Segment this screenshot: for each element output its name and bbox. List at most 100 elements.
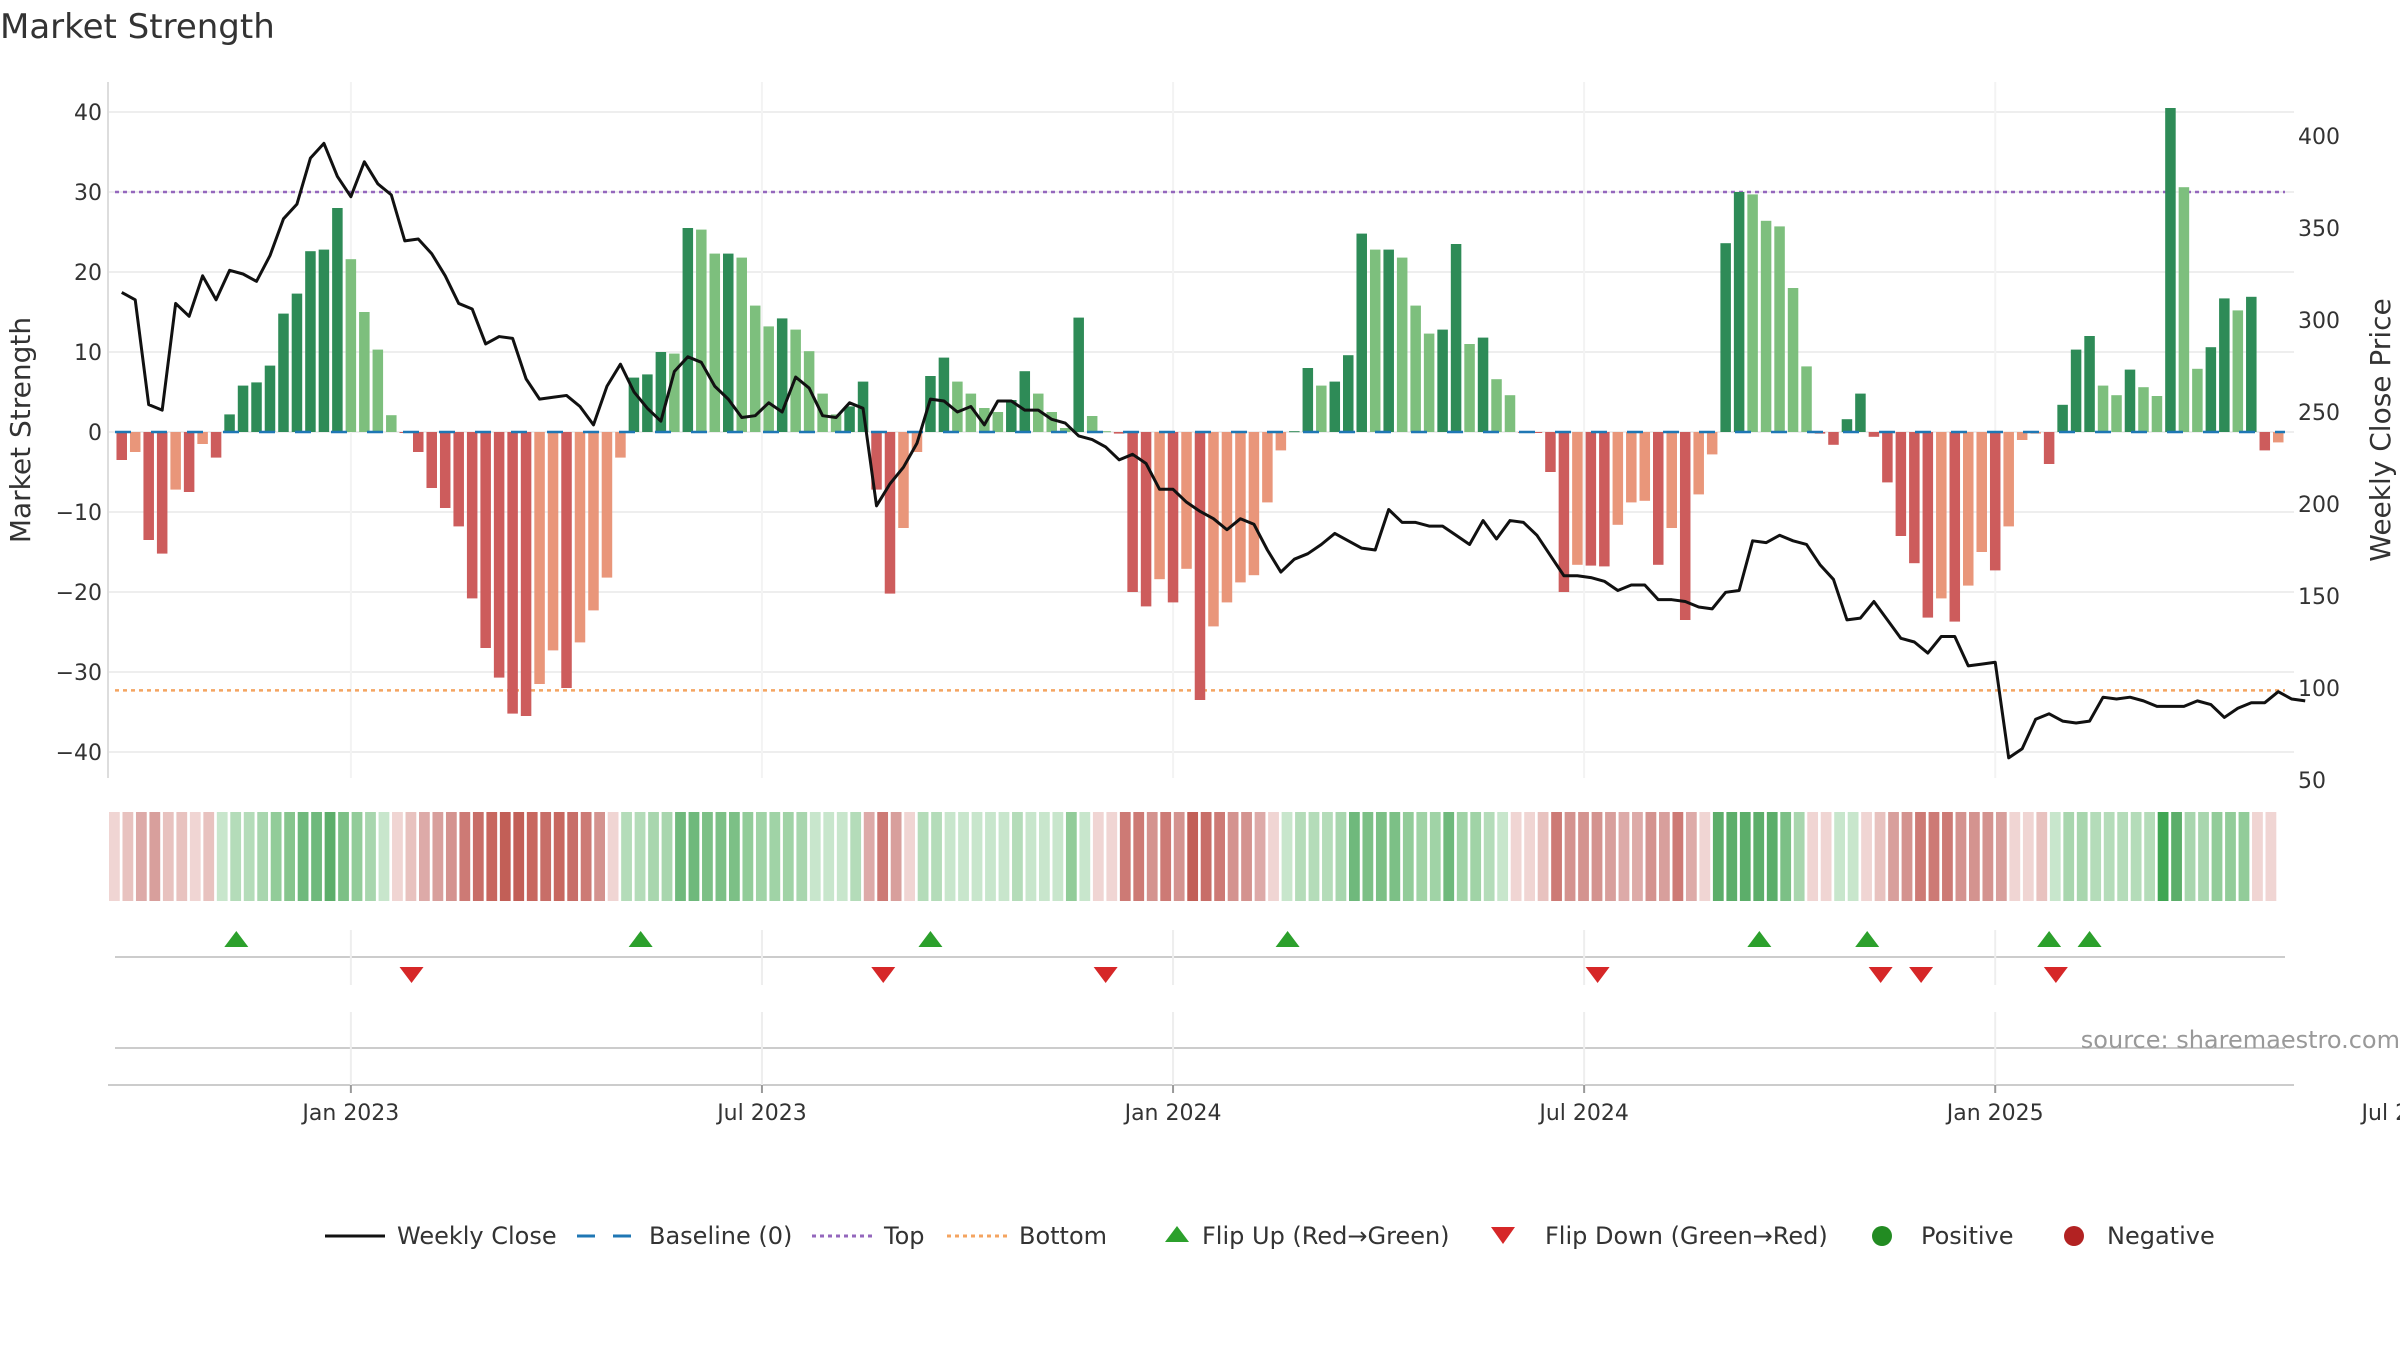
strip-cell-44 <box>702 812 713 901</box>
strip-cell-119 <box>1712 812 1724 901</box>
bar-15 <box>318 249 330 432</box>
bar-121 <box>1747 194 1758 432</box>
ytick-7: −30 <box>56 661 102 686</box>
strip-cell-83 <box>1227 812 1239 901</box>
strip-cell-75 <box>1119 812 1131 901</box>
bar-80 <box>1194 432 1206 700</box>
strip-cell-100 <box>1456 812 1468 901</box>
strip-cell-121 <box>1739 812 1751 901</box>
bar-58 <box>898 432 909 528</box>
strip-cell-80 <box>1187 812 1199 901</box>
bar-38 <box>628 377 640 432</box>
bar-109 <box>1585 432 1597 566</box>
y2-axis-title: Weekly Close Price <box>2364 298 2397 561</box>
strip-cell-99 <box>1443 812 1455 901</box>
strip-cell-11 <box>257 812 269 901</box>
bar-113 <box>1639 432 1651 501</box>
bar-114 <box>1653 432 1664 565</box>
bar-44 <box>709 253 721 432</box>
bar-107 <box>1558 432 1570 592</box>
bar-47 <box>749 305 761 432</box>
bar-72 <box>1086 416 1098 432</box>
bar-140 <box>2003 432 2014 527</box>
bar-0 <box>116 432 127 460</box>
xtick-0: Jan 2023 <box>300 1101 399 1126</box>
strip-cell-124 <box>1780 812 1792 901</box>
strip-cell-108 <box>1564 812 1576 901</box>
bar-132 <box>1895 432 1907 536</box>
strip-cell-128 <box>1834 812 1845 901</box>
flip-up-marker-0 <box>224 931 249 947</box>
strip-cell-129 <box>1847 812 1859 901</box>
strip-cell-123 <box>1766 812 1778 901</box>
strip-cell-141 <box>2009 812 2021 901</box>
strip-cell-15 <box>311 812 322 901</box>
strip-cell-54 <box>836 812 848 901</box>
ytick-0: 40 <box>74 101 102 126</box>
bar-13 <box>291 293 303 432</box>
strip-cell-85 <box>1254 812 1266 901</box>
strip-cell-67 <box>1012 812 1023 901</box>
strip-cell-113 <box>1632 812 1643 901</box>
bar-159 <box>2259 432 2271 451</box>
bar-92 <box>1356 233 1367 432</box>
strip-cell-14 <box>297 812 309 901</box>
legend-flip-up: Flip Up (Red→Green) <box>1165 1222 1450 1250</box>
legend-flip-up-label: Flip Up (Red→Green) <box>1202 1222 1450 1250</box>
xtick-5: Jul 2025 <box>2360 1101 2400 1126</box>
bar-23 <box>426 432 437 488</box>
bar-130 <box>1868 432 1880 437</box>
strip-cell-26 <box>459 812 471 901</box>
bar-133 <box>1909 432 1920 564</box>
source-label: source: sharemaestro.com <box>2081 1026 2400 1054</box>
strip-cell-71 <box>1065 812 1077 901</box>
strip-cell-3 <box>149 812 161 901</box>
strip-cell-116 <box>1672 812 1684 901</box>
strip-cell-33 <box>553 812 565 901</box>
strip-cell-30 <box>513 812 525 901</box>
bar-124 <box>1787 288 1799 432</box>
chart-title: Market Strength <box>0 7 275 47</box>
bar-70 <box>1059 428 1071 432</box>
strip-cell-28 <box>486 812 498 901</box>
strip-cell-40 <box>648 812 659 901</box>
strip-cell-93 <box>1362 812 1374 901</box>
bar-90 <box>1329 381 1341 432</box>
strip-cell-89 <box>1308 812 1320 901</box>
bar-41 <box>669 353 680 432</box>
bar-131 <box>1882 432 1893 483</box>
bar-147 <box>2097 385 2109 432</box>
strip-cell-145 <box>2063 812 2075 901</box>
strip-cell-55 <box>850 812 862 901</box>
strip-cell-66 <box>998 812 1010 901</box>
strip-cell-7 <box>203 812 215 901</box>
strip-cell-79 <box>1173 812 1185 901</box>
bar-75 <box>1127 432 1138 592</box>
strip-cell-4 <box>162 812 174 901</box>
strip-cell-72 <box>1079 812 1091 901</box>
bar-68 <box>1033 393 1044 432</box>
bar-122 <box>1760 220 1772 432</box>
bar-40 <box>655 352 667 432</box>
strip-cell-29 <box>499 812 511 901</box>
strip-cell-10 <box>243 812 255 901</box>
strip-cell-104 <box>1510 812 1522 901</box>
strip-cell-125 <box>1793 812 1805 901</box>
flip-down-marker-5 <box>1909 967 1934 983</box>
strip-cell-34 <box>567 812 579 901</box>
strip-cell-136 <box>1942 812 1953 901</box>
strip-cell-151 <box>2144 812 2155 901</box>
strip-cell-92 <box>1349 812 1360 901</box>
strip-cell-41 <box>661 812 673 901</box>
strip-cell-101 <box>1470 812 1482 901</box>
weekly-close-path <box>121 141 2306 760</box>
strip-cell-48 <box>755 812 767 901</box>
strip-cell-117 <box>1685 812 1697 901</box>
bar-19 <box>372 349 384 432</box>
strip-cell-24 <box>432 812 444 901</box>
strip-cell-32 <box>540 812 552 901</box>
strip-cell-63 <box>958 812 969 901</box>
strip-cell-2 <box>135 812 147 901</box>
bar-7 <box>210 432 222 458</box>
bar-54 <box>844 406 855 432</box>
